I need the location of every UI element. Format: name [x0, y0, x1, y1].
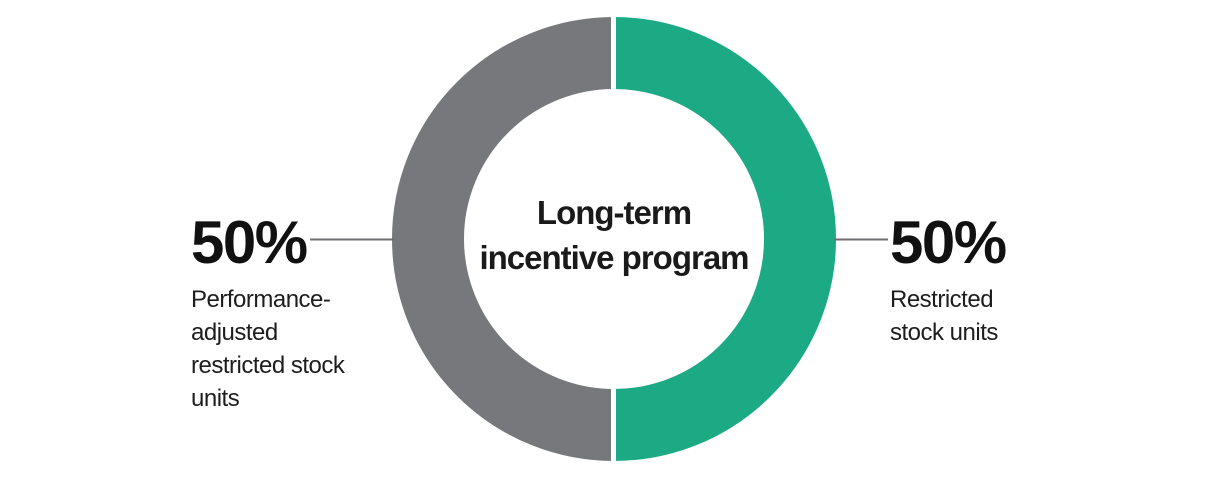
donut-center-title-line2: incentive program	[479, 239, 749, 276]
left-callout-percent: 50%	[191, 209, 308, 276]
left-callout-label-line1: Performance-	[191, 286, 331, 313]
donut-segment-rsu	[613, 17, 836, 461]
donut-segment-performance-adjusted-rsu	[392, 17, 615, 461]
right-callout-percent: 50%	[890, 209, 1007, 276]
left-callout-label-line3: restricted stock	[191, 352, 345, 379]
donut-center-title: Long-term incentive program	[464, 190, 764, 280]
right-callout-label-line2: stock units	[890, 319, 998, 346]
left-callout: 50% Performance- adjusted restricted sto…	[191, 209, 345, 415]
left-callout-label-line2: adjusted	[191, 319, 278, 346]
right-callout: 50% Restricted stock units	[890, 209, 1007, 349]
right-callout-label-line1: Restricted	[890, 286, 994, 313]
donut-center-title-line1: Long-term	[536, 194, 692, 231]
segment-divider-top	[611, 13, 616, 93]
left-callout-label-line4: units	[191, 385, 240, 412]
right-callout-label: Restricted stock units	[890, 283, 1006, 349]
segment-divider-bottom	[611, 385, 616, 467]
left-callout-label: Performance- adjusted restricted stock u…	[191, 283, 345, 415]
